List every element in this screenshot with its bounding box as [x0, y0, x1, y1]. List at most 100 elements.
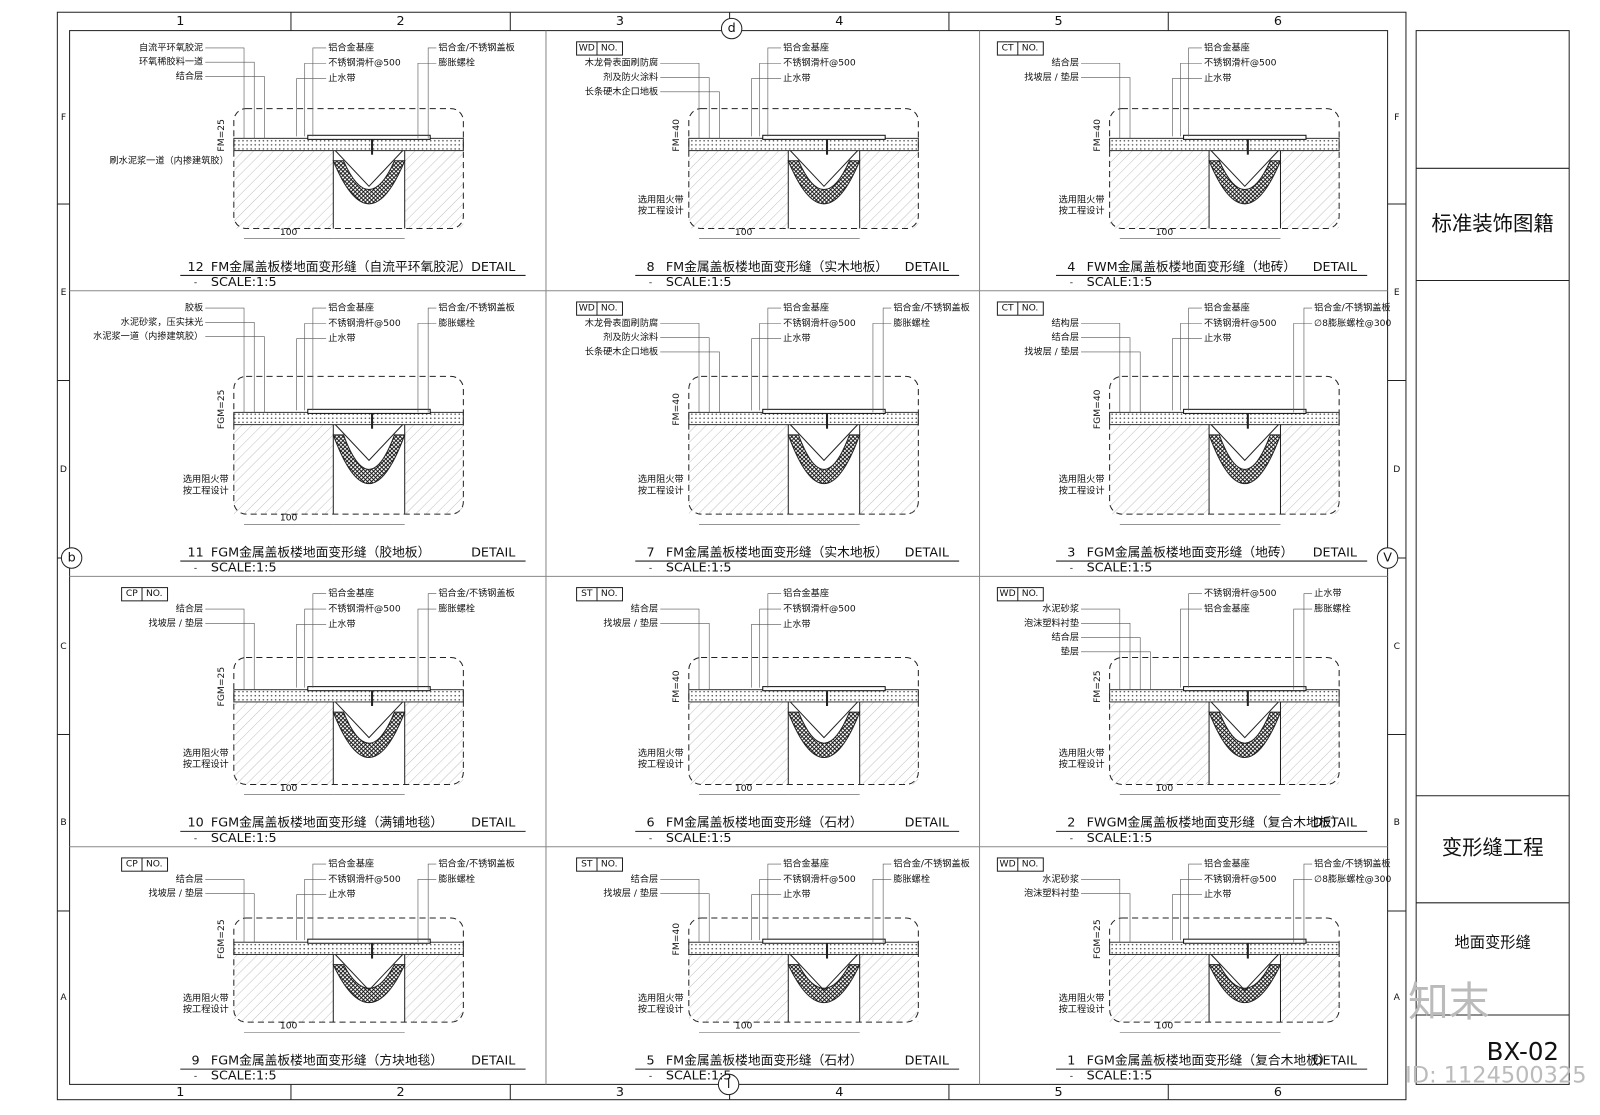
leader: [1293, 323, 1313, 413]
detail-label: DETAIL: [471, 545, 516, 560]
tag-no: NO.: [601, 303, 618, 314]
leader: [205, 322, 255, 413]
leader: [660, 893, 710, 943]
tag-code: CP: [126, 588, 138, 599]
leader: [660, 337, 710, 413]
callout-label: 找坡层 / 垫层: [603, 617, 658, 629]
fire-note: 选用阻火带: [183, 747, 229, 759]
callout-label: 水泥砂浆，压实抹光: [121, 316, 204, 328]
cover-plate: [762, 686, 886, 692]
layer-dim: FGM=25: [1092, 919, 1103, 959]
leader: [759, 323, 782, 411]
detail-number: 9: [192, 1053, 200, 1068]
grid-marker-label: V: [1383, 551, 1392, 566]
slab-right: [1280, 150, 1340, 229]
callout-label: 铝合金/不锈钢盖板: [1314, 858, 1390, 870]
layer-dim: FM=40: [671, 923, 682, 956]
leader: [296, 894, 327, 941]
drawing-title: 地面变形缝: [1454, 934, 1531, 952]
callout-label: 结构层: [1051, 317, 1079, 329]
detail-sub: -: [649, 833, 652, 844]
layer-dim: FM=40: [1092, 119, 1103, 152]
layer-dim: FM=25: [216, 119, 227, 152]
leader: [872, 323, 892, 413]
finish-layer: [233, 941, 464, 955]
leader: [296, 338, 327, 411]
detail-title: FGM金属盖板楼地面变形缝（地砖）: [1087, 544, 1294, 560]
leader: [205, 608, 245, 690]
finish-layer: [233, 689, 464, 703]
callout-label: 铝合金基座: [328, 858, 374, 870]
detail-number: 4: [1067, 260, 1075, 275]
waterstop: [787, 964, 861, 1004]
tag-box: [996, 587, 1044, 602]
detail-label: DETAIL: [1313, 545, 1358, 560]
detail-number: 1: [1067, 1053, 1075, 1068]
drawing-number: BX-02: [1487, 1037, 1559, 1066]
detail-scale: SCALE:1:5: [666, 561, 732, 576]
finish-layer: [1109, 689, 1340, 703]
grid-row-label: F: [61, 112, 66, 123]
slab-right: [404, 150, 464, 229]
grid-row-label: D: [1393, 464, 1400, 475]
v-seal: [1210, 701, 1279, 739]
tag-no: NO.: [601, 42, 618, 53]
detail-title: FGM金属盖板楼地面变形缝（满铺地毯）: [211, 815, 443, 831]
detail-scale: SCALE:1:5: [666, 275, 732, 290]
slab-left: [233, 954, 334, 1023]
width-dim: 100: [280, 783, 298, 794]
finish-layer: [1109, 137, 1340, 152]
callout-label: 膨胀螺栓: [1314, 603, 1351, 615]
callout-label: 水泥砂浆: [1042, 603, 1079, 615]
grid-column-label: 3: [616, 1085, 624, 1100]
detail-scale: SCALE:1:5: [211, 275, 277, 290]
callout-label: 铝合金/不锈钢盖板: [438, 858, 514, 870]
leader: [660, 879, 700, 943]
v-seal: [334, 954, 404, 991]
slab-left: [1109, 424, 1210, 515]
grid-row-label: B: [1394, 817, 1400, 828]
callout-label: 结合层: [1051, 57, 1079, 69]
callout-label: 止水带: [783, 72, 811, 84]
callout-label: 铝合金基座: [328, 41, 374, 53]
fire-note: 按工程设计: [1059, 484, 1105, 496]
fire-note: 按工程设计: [638, 484, 684, 496]
layer-dim: FGM=25: [216, 389, 227, 429]
leader: [751, 338, 782, 411]
tag-no: NO.: [146, 859, 163, 870]
callout-label: 止水带: [783, 332, 811, 344]
callout-label: 找坡层 / 垫层: [148, 887, 203, 899]
leader: [296, 624, 327, 688]
callout-label: 铝合金/不锈钢盖板: [438, 302, 514, 314]
grid-column-label: 5: [1055, 1085, 1063, 1100]
callout-label: 不锈钢滑杆@500: [328, 317, 401, 329]
waterstop: [1208, 964, 1282, 1004]
detail-scale: SCALE:1:5: [1087, 1069, 1153, 1084]
leader: [417, 62, 437, 139]
leader: [205, 76, 265, 139]
leader: [751, 624, 782, 688]
callout-label: 铝合金基座: [783, 587, 829, 599]
tag-box: [996, 857, 1044, 872]
slab-left: [688, 424, 789, 515]
detail-sub: -: [1070, 277, 1073, 288]
leader: [1081, 351, 1141, 413]
slab-left: [1109, 701, 1210, 785]
fire-note: 按工程设计: [183, 1003, 229, 1015]
grid-row-label: F: [1394, 112, 1399, 123]
grid-row-label: B: [60, 817, 66, 828]
fire-note: 按工程设计: [1059, 758, 1105, 770]
v-seal: [1210, 150, 1279, 188]
tag-box: [996, 41, 1044, 56]
leader: [304, 608, 327, 688]
cover-plate: [1183, 134, 1307, 140]
tag-box: [576, 587, 624, 602]
detail-sub: -: [1070, 1071, 1073, 1082]
leader: [1172, 338, 1202, 411]
slab-left: [688, 150, 789, 229]
callout-label: 找坡层 / 垫层: [148, 617, 203, 629]
grid-column-label: 1: [176, 1085, 184, 1100]
grid-row-label: E: [1394, 287, 1400, 298]
leader: [1081, 323, 1121, 413]
leader: [767, 47, 782, 137]
